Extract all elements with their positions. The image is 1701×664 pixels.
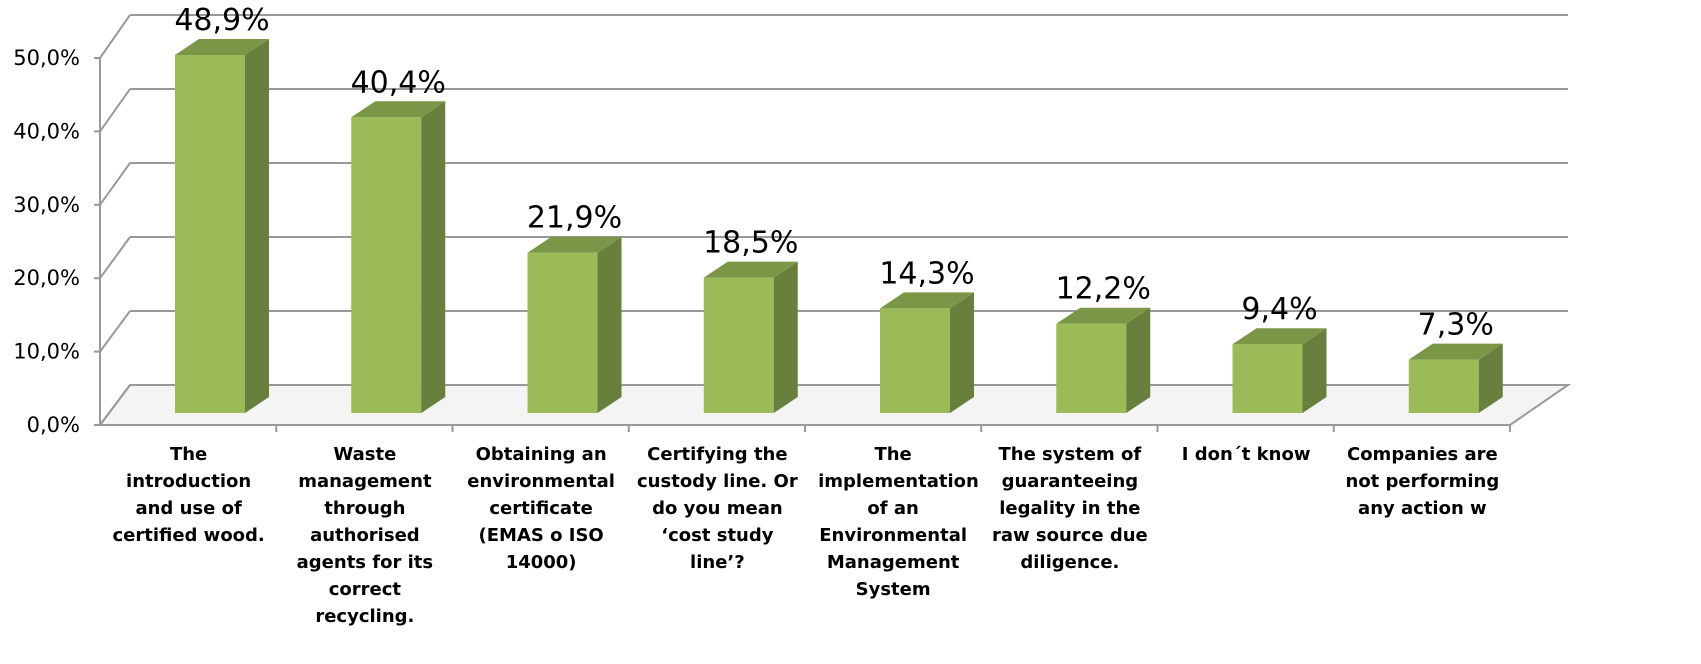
bar-face	[1408, 359, 1479, 413]
bar	[351, 101, 446, 413]
bar-face	[1408, 343, 1503, 360]
value-label: 14,3%	[879, 256, 974, 291]
x-tick-label: The introduction and use of certified wo…	[112, 444, 265, 546]
x-tick-label: Waste management through authorised agen…	[296, 444, 434, 627]
grid-line	[99, 310, 131, 353]
value-label: 40,4%	[351, 65, 446, 100]
value-label: 21,9%	[527, 201, 622, 236]
value-label: 12,2%	[1056, 272, 1151, 307]
bar-face	[175, 39, 269, 56]
bar	[880, 292, 974, 413]
bar-face	[1056, 307, 1151, 324]
bar-face	[880, 292, 974, 309]
grid-line	[99, 236, 131, 279]
bar-face	[703, 261, 798, 278]
bar	[1056, 307, 1151, 413]
bar	[527, 236, 622, 413]
bar-face	[880, 308, 950, 413]
value-label: 48,9%	[174, 3, 269, 38]
bar-face	[1126, 307, 1151, 413]
value-label: 18,5%	[703, 226, 798, 261]
y-tick-label: 30,0%	[13, 193, 80, 217]
floor	[98, 384, 1572, 426]
y-tick-label: 10,0%	[13, 340, 80, 364]
bar-face	[527, 252, 598, 413]
bar-face	[1478, 343, 1503, 413]
y-tick-label: 20,0%	[13, 266, 80, 290]
grid-line	[99, 14, 131, 59]
grid-line	[99, 384, 131, 426]
bar-face	[421, 101, 446, 413]
bar-face	[245, 39, 269, 413]
bar-face	[597, 236, 622, 413]
grid-line	[99, 88, 131, 132]
bar	[1232, 328, 1327, 413]
bar-face	[351, 101, 446, 118]
bar-face	[527, 236, 622, 253]
y-tick-label: 40,0%	[13, 119, 80, 143]
bar-face	[950, 292, 974, 413]
bar	[175, 39, 269, 413]
x-tick-label: The implementation of an Environmental M…	[818, 444, 979, 600]
x-tick-label: Certifying the custody line. Or do you m…	[637, 444, 798, 573]
bar-face	[175, 55, 245, 413]
bar-face	[1232, 344, 1303, 413]
bar-face	[351, 117, 422, 413]
y-tick-label: 50,0%	[13, 46, 80, 70]
x-tick-label: I don´t know	[1181, 444, 1311, 465]
value-label: 9,4%	[1241, 292, 1317, 327]
bar-face	[773, 261, 798, 413]
grid-line	[99, 162, 131, 206]
x-tick-label: Obtaining an environmental certificate (…	[467, 444, 615, 573]
bar-face	[703, 277, 774, 413]
bar	[1408, 343, 1503, 413]
value-label: 7,3%	[1418, 308, 1494, 343]
x-tick-label: Companies are not performing any action …	[1345, 444, 1500, 519]
bar-face	[1302, 328, 1327, 413]
bar-face	[1056, 323, 1127, 413]
bar	[703, 261, 798, 413]
x-tick-label: The system of guaranteeing legality in t…	[992, 444, 1148, 573]
y-tick-label: 0,0%	[27, 413, 80, 437]
bar-face	[1232, 328, 1327, 345]
